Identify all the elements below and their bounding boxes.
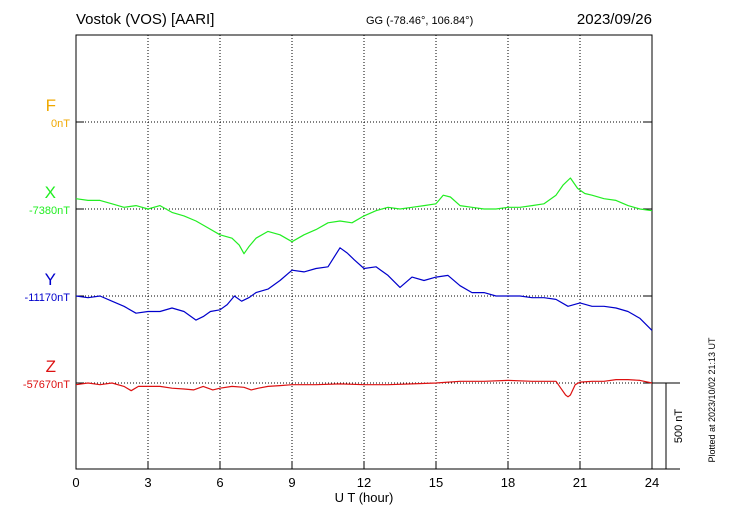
- grid: [76, 35, 652, 469]
- x-ticks: 0 3 6 9 12 15 18 21 24: [72, 461, 659, 490]
- series-line-x: [75, 177, 653, 255]
- scale-bar: 500 nT: [652, 382, 685, 470]
- series-baseline-f: 0nT: [51, 118, 70, 130]
- series-line-z: [75, 379, 653, 398]
- x-tick-label: 12: [357, 475, 371, 490]
- series-line-y: [75, 247, 653, 331]
- x-tick-label: 0: [72, 475, 79, 490]
- series-baseline-z: -57670nT: [23, 379, 70, 391]
- plotted-note: Plotted at 2023/10/02 21:13 UT: [707, 337, 717, 463]
- x-tick-label: 21: [573, 475, 587, 490]
- series-name-x: X: [45, 183, 56, 202]
- x-axis-title: U T (hour): [335, 490, 394, 505]
- x-tick-label: 3: [144, 475, 151, 490]
- date-label: 2023/09/26: [577, 11, 652, 28]
- x-tick-label: 15: [429, 475, 443, 490]
- scale-bar-label: 500 nT: [673, 409, 685, 444]
- coords-label: GG (-78.46°, 106.84°): [366, 15, 473, 27]
- series-baseline-x: -7380nT: [29, 205, 70, 217]
- x-tick-label: 24: [645, 475, 659, 490]
- series-name-z: Z: [46, 357, 56, 376]
- series-baseline-y: -11170nT: [25, 292, 71, 304]
- x-tick-label: 18: [501, 475, 515, 490]
- x-tick-label: 6: [216, 475, 223, 490]
- series-name-y: Y: [45, 270, 56, 289]
- series-labels: F 0nT X -7380nT Y -11170nT Z -57670nT: [23, 96, 70, 391]
- station-title: Vostok (VOS) [AARI]: [76, 11, 214, 28]
- series-lines: [75, 177, 653, 398]
- x-tick-label: 9: [288, 475, 295, 490]
- series-name-f: F: [46, 96, 56, 115]
